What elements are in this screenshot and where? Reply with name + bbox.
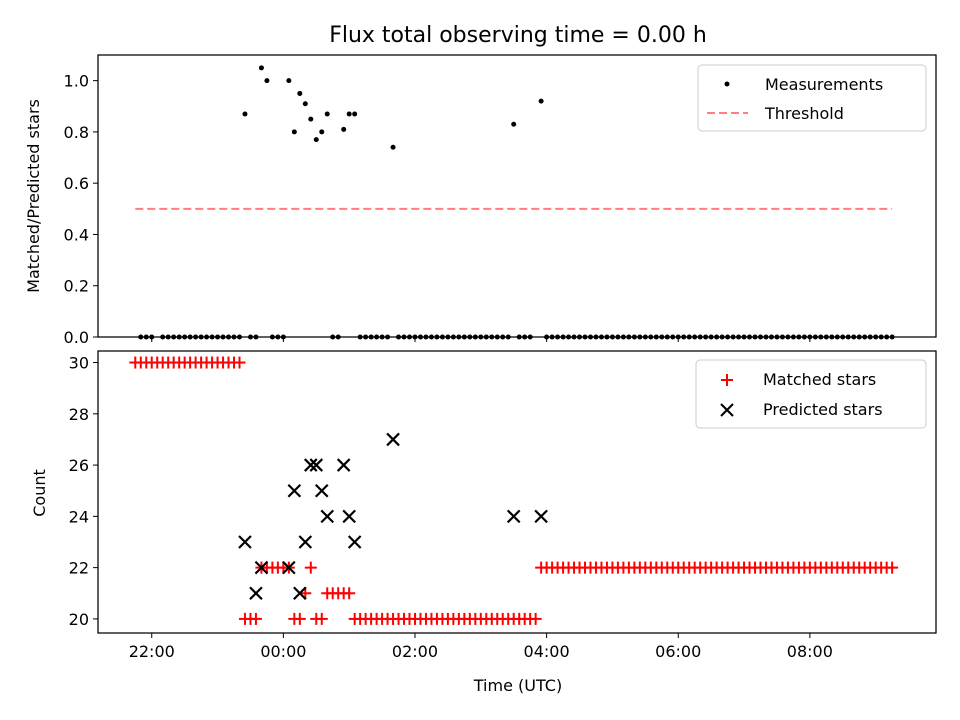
predicted-star-point [386, 432, 400, 447]
top-plot-area [135, 65, 895, 340]
bottom-x-ticks: 22:00 00:00 02:00 04:00 06:00 08:00 [129, 633, 833, 661]
bottom-axes-frame [97, 350, 937, 634]
top-y-tick-label: 0.4 [64, 225, 89, 244]
legend-matched-label: Matched stars [763, 370, 876, 389]
bottom-y-tick-label: 24 [69, 507, 89, 526]
bottom-y-tick-label: 28 [69, 405, 89, 424]
measurement-point [319, 129, 325, 135]
predicted-star-point [506, 509, 521, 524]
legend-measurements-label: Measurements [765, 75, 883, 94]
bottom-legend-box [695, 359, 927, 429]
measurement-point [308, 116, 314, 122]
top-axes-frame [97, 54, 937, 338]
measurement-point [313, 137, 319, 143]
measurement-point [286, 78, 292, 84]
matched-star-point [529, 612, 542, 625]
x-tick-label: 22:00 [129, 642, 175, 661]
predicted-star-point [309, 458, 324, 472]
top-subplot: Flux total observing time = 0.00 h 0.00.… [24, 23, 937, 347]
measurement-point [264, 78, 270, 84]
bottom-legend: Matched stars Predicted stars [695, 359, 927, 429]
bottom-plot-area [129, 356, 899, 625]
matched-star-point [293, 612, 306, 625]
predicted-star-point [304, 458, 318, 472]
predicted-star-point [534, 509, 548, 524]
top-legend: Measurements Threshold [697, 64, 927, 132]
measurement-point [390, 144, 396, 150]
matched-star-point [315, 612, 328, 625]
x-tick-label: 08:00 [787, 642, 833, 661]
measurement-point [297, 90, 303, 96]
predicted-star-point [336, 458, 351, 472]
predicted-star-point [254, 560, 269, 575]
predicted-star-point [238, 535, 252, 549]
top-y-axis-label: Matched/Predicted stars [24, 99, 43, 293]
predicted-star-point [320, 509, 335, 524]
measurement-point [302, 101, 308, 107]
matched-star-point [233, 356, 246, 369]
predicted-star-point [314, 483, 329, 498]
x-tick-label: 00:00 [260, 642, 306, 661]
predicted-star-point [287, 483, 302, 498]
matched-star-point [249, 612, 262, 625]
matched-star-point [886, 561, 899, 574]
top-legend-box [697, 64, 927, 132]
measurement-point [511, 121, 517, 127]
predicted-star-point [282, 560, 296, 575]
measurement-point [324, 111, 330, 117]
legend-predicted-label: Predicted stars [763, 400, 883, 419]
legend-predicted-marker [720, 403, 734, 417]
measurement-point [242, 111, 248, 117]
measurement-point [346, 111, 352, 117]
measurement-point [258, 65, 264, 71]
measurement-point [538, 98, 544, 104]
top-y-tick-label: 0.2 [64, 277, 89, 296]
bottom-y-ticks: 20 22 24 26 28 30 [69, 354, 98, 629]
measurement-point [341, 126, 347, 132]
matched-star-point [343, 587, 356, 600]
top-y-tick-label: 0.0 [64, 328, 89, 347]
legend-matched-marker [721, 374, 733, 386]
x-tick-label: 04:00 [524, 642, 570, 661]
bottom-y-axis-label: Count [30, 469, 49, 517]
predicted-star-point [298, 535, 313, 549]
bottom-y-tick-label: 30 [69, 354, 89, 373]
x-tick-label: 02:00 [392, 642, 438, 661]
top-y-tick-label: 0.6 [64, 174, 89, 193]
chart-title: Flux total observing time = 0.00 h [329, 23, 707, 48]
measurement-point [352, 111, 358, 117]
predicted-star-point [342, 509, 356, 524]
top-y-tick-label: 1.0 [64, 72, 89, 91]
bottom-subplot: 20 22 24 26 28 30 22:00 00:00 02:00 04:00 06:00 08… [30, 350, 937, 695]
top-y-tick-label: 0.8 [64, 123, 89, 142]
bottom-y-tick-label: 20 [69, 610, 89, 629]
bottom-y-tick-label: 22 [69, 559, 89, 578]
legend-measurements-marker [724, 81, 730, 87]
matched-star-point [304, 561, 317, 574]
legend-threshold-label: Threshold [764, 104, 844, 123]
x-tick-label: 06:00 [655, 642, 701, 661]
measurement-point [291, 129, 297, 135]
x-axis-label: Time (UTC) [473, 676, 562, 695]
predicted-star-point [347, 535, 362, 549]
bottom-y-tick-label: 26 [69, 456, 89, 475]
predicted-star-point [249, 586, 263, 601]
predicted-star-point [293, 586, 307, 601]
top-y-ticks: 0.0 0.2 0.4 0.6 0.8 1.0 [64, 72, 811, 347]
